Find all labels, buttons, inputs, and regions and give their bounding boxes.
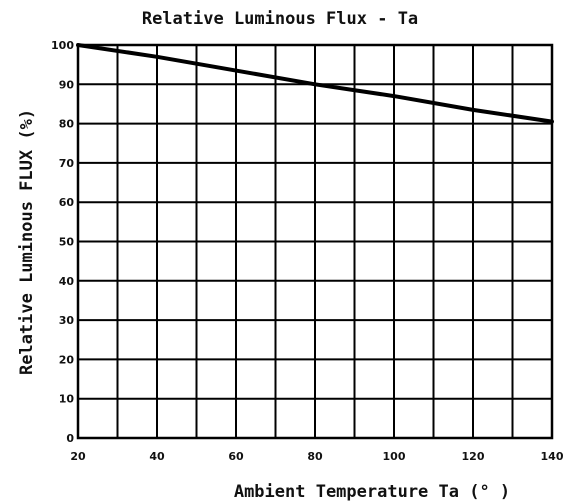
x-tick-label-3: 80	[307, 450, 323, 463]
x-tick-label-1: 40	[149, 450, 165, 463]
x-tick-label-2: 60	[228, 450, 244, 463]
y-axis-label: Relative Luminous FLUX (%)	[17, 109, 37, 375]
x-axis-label: Ambient Temperature Ta (° )	[234, 482, 510, 502]
x-tick-label-6: 140	[541, 450, 564, 463]
y-tick-label-7: 70	[59, 157, 75, 170]
y-tick-label-9: 90	[59, 78, 75, 91]
tick-labels: 20 40 60 80 100 120 140 0 10 20 30 40 50 60 70 80 90 100	[51, 39, 564, 463]
x-tick-label-4: 100	[383, 450, 406, 463]
y-tick-label-4: 40	[59, 275, 75, 288]
series-line-0	[76, 43, 554, 124]
y-tick-label-0: 0	[66, 432, 74, 445]
chart-title: Relative Luminous Flux - Ta	[142, 9, 418, 29]
grid-lines	[78, 45, 552, 438]
y-tick-label-10: 100	[51, 39, 74, 52]
series-lines	[76, 43, 554, 124]
y-tick-label-1: 10	[59, 393, 75, 406]
x-tick-label-5: 120	[462, 450, 485, 463]
plot-frame	[76, 43, 554, 440]
y-tick-label-8: 80	[59, 118, 75, 131]
x-tick-label-0: 20	[70, 450, 86, 463]
y-tick-label-6: 60	[59, 196, 75, 209]
y-tick-label-5: 50	[59, 236, 75, 249]
y-tick-label-3: 30	[59, 314, 75, 327]
y-tick-label-2: 20	[59, 353, 75, 366]
